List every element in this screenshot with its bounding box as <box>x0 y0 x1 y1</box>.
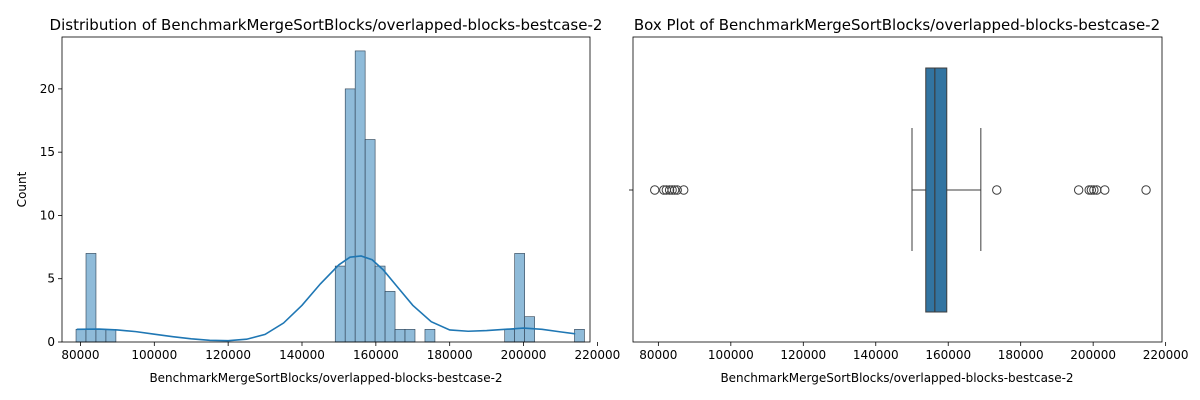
boxplot-title: Box Plot of BenchmarkMergeSortBlocks/ove… <box>634 16 1160 34</box>
histogram-title: Distribution of BenchmarkMergeSortBlocks… <box>50 16 603 34</box>
outlier-point-6 <box>672 185 682 195</box>
histogram-y-tick-label-4: 20 <box>40 82 55 96</box>
histogram-y-tick-label-3: 15 <box>40 145 55 159</box>
histogram-x-ticks: 80000 100000 120000 140000 160000 180000 20000… <box>61 342 620 362</box>
boxplot-x-tick-label-5: 180000 <box>998 348 1044 362</box>
outlier-point-4 <box>667 185 677 195</box>
histogram-y-tick-label-1: 5 <box>47 272 55 286</box>
histogram-bar-16 <box>574 329 585 343</box>
histogram-bars <box>75 50 585 343</box>
histogram-frame <box>61 36 591 343</box>
outlier-point-9 <box>1073 185 1084 195</box>
histogram-x-tick-label-4: 160000 <box>353 348 399 362</box>
histogram-bar-5 <box>344 88 356 343</box>
histogram-x-tick-label-2: 120000 <box>205 348 251 362</box>
histogram-panel: Distribution of BenchmarkMergeSortBlocks… <box>15 16 620 385</box>
boxplot-x-tick-label-3: 140000 <box>853 348 899 362</box>
histogram-x-tick-label-1: 100000 <box>131 348 177 362</box>
kde-line <box>76 255 576 342</box>
outlier-point-12 <box>1089 185 1099 195</box>
outlier-point-14 <box>1100 185 1110 195</box>
boxplot-x-ticks: 80000 100000 120000 140000 160000 180000 20000… <box>639 342 1189 362</box>
outlier-point-5 <box>669 185 680 195</box>
outlier-point-8 <box>992 185 1002 195</box>
boxplot-x-tick-label-1: 100000 <box>708 348 754 362</box>
histogram-y-tick-label-2: 10 <box>40 208 55 222</box>
outlier-point-3 <box>664 185 675 195</box>
histogram-bar-6 <box>354 50 366 343</box>
outlier-point-0 <box>650 185 660 195</box>
histogram-x-tick-label-0: 80000 <box>61 348 99 362</box>
histogram-bar-3 <box>105 329 117 343</box>
outlier-point-11 <box>1086 185 1097 195</box>
histogram-y-tick-label-0: 0 <box>47 335 55 349</box>
outlier-point-10 <box>1084 185 1094 195</box>
histogram-y-ticks: 0 5 10 15 20 <box>40 82 62 349</box>
boxplot-x-label: BenchmarkMergeSortBlocks/overlapped-bloc… <box>720 371 1073 385</box>
histogram-bar-10 <box>394 329 406 343</box>
histogram-bar-2 <box>95 329 107 343</box>
boxplot-x-tick-label-2: 120000 <box>780 348 826 362</box>
histogram-x-tick-label-7: 220000 <box>574 348 620 362</box>
histogram-x-tick-label-3: 140000 <box>279 348 325 362</box>
histogram-x-tick-label-6: 200000 <box>501 348 547 362</box>
boxplot-x-tick-label-4: 160000 <box>925 348 971 362</box>
histogram-bar-8 <box>374 265 386 343</box>
boxplot-x-tick-label-0: 80000 <box>639 348 677 362</box>
boxplot-panel: Box Plot of BenchmarkMergeSortBlocks/ove… <box>629 16 1189 385</box>
outlier-point-15 <box>1141 185 1151 195</box>
histogram-bar-0 <box>75 329 87 343</box>
outlier-point-7 <box>679 185 689 195</box>
histogram-y-label: Count <box>15 171 29 207</box>
histogram-bar-7 <box>364 139 376 343</box>
boxplot-frame <box>632 36 1163 343</box>
iqr-box <box>925 67 948 313</box>
histogram-bar-9 <box>384 291 396 343</box>
histogram-x-tick-label-5: 180000 <box>427 348 473 362</box>
boxplot-elements <box>650 67 1151 313</box>
boxplot-x-tick-label-7: 220000 <box>1143 348 1189 362</box>
histogram-x-label: BenchmarkMergeSortBlocks/overlapped-bloc… <box>149 371 502 385</box>
histogram-bar-4 <box>334 265 346 343</box>
boxplot-x-tick-label-6: 200000 <box>1070 348 1116 362</box>
histogram-bar-11 <box>404 329 416 343</box>
histogram-bar-12 <box>424 329 436 343</box>
histogram-bar-13 <box>504 329 515 343</box>
